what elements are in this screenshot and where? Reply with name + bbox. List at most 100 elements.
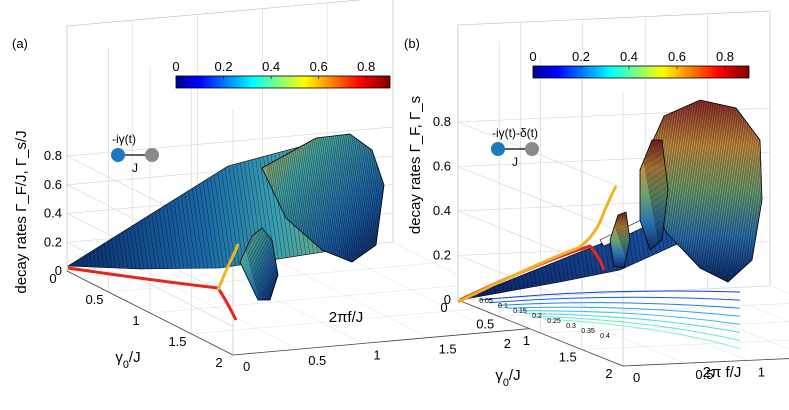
floor-grid-y: [262, 253, 429, 338]
mesh-line: [318, 134, 340, 262]
grid-line-z: [457, 107, 771, 189]
mesh-line: [718, 100, 739, 282]
z-tick-label: 0.8: [44, 148, 62, 163]
mesh-line: [614, 212, 630, 268]
z-tick-label: 0.2: [44, 234, 62, 249]
y-tick-label: 0.5: [308, 353, 326, 368]
mesh-line: [349, 134, 370, 262]
mesh-line: [263, 134, 285, 269]
inset-coupling-label: J: [132, 161, 138, 175]
yellow-curve: [457, 185, 618, 304]
floor-grid-x: [191, 304, 518, 335]
mesh-line: [704, 100, 725, 282]
mesh-line: [304, 134, 325, 262]
mesh-line: [643, 140, 664, 250]
mesh-line: [359, 134, 380, 262]
mesh-line: [671, 100, 692, 282]
z-axis-label: decay rates Γ_F/J, Γ_s/J: [13, 130, 30, 293]
z-tick-label: 0.4: [44, 206, 62, 221]
mesh-line: [367, 134, 384, 262]
x-tick-label: 1: [132, 313, 139, 328]
mesh-line: [716, 100, 737, 282]
floor-contour: [506, 306, 741, 317]
z-tick-label: 0: [55, 263, 62, 278]
inset-drive-label: -iγ(t)-δ(t): [492, 126, 538, 140]
mesh-line: [334, 134, 356, 262]
floor-contour: [533, 315, 741, 342]
mesh-line: [676, 100, 697, 282]
mesh-line: [707, 100, 729, 282]
mesh-line: [298, 134, 319, 262]
mesh-line: [341, 134, 362, 262]
colorbar-tick-label: 0.8: [357, 59, 375, 74]
mesh-line: [641, 140, 663, 250]
mesh-line: [320, 134, 342, 262]
mesh-line: [616, 212, 630, 268]
x-tick-label: 2: [215, 355, 222, 370]
floor-grid-y: [132, 264, 299, 350]
mesh-line: [709, 100, 730, 282]
mesh-line: [264, 228, 278, 300]
z-tick-label: 0.6: [433, 159, 451, 174]
inset-drive-label: -iγ(t): [112, 132, 136, 146]
mesh-line: [721, 100, 743, 282]
mesh-line: [355, 134, 376, 262]
mesh-line: [324, 134, 346, 262]
mesh-line: [723, 100, 744, 282]
contour-label: 0.25: [547, 318, 561, 325]
mesh-line: [690, 100, 711, 282]
floor-grid-x: [149, 283, 477, 314]
mesh-line: [330, 134, 352, 262]
mesh-line: [619, 212, 630, 268]
mesh-line: [253, 228, 274, 300]
mesh-line: [343, 134, 364, 262]
mesh-line: [353, 134, 374, 262]
mesh-line: [347, 134, 368, 262]
mesh-line: [652, 140, 668, 250]
mesh-line: [699, 100, 720, 282]
mesh-line: [251, 228, 273, 300]
mesh-line: [654, 140, 668, 250]
y-tick-label: 1: [758, 364, 765, 379]
y-tick-label: 2: [504, 336, 511, 351]
floor-contour: [497, 302, 741, 309]
mesh-line: [693, 100, 715, 282]
red-curve: [67, 266, 238, 321]
floor-grid-y: [520, 296, 686, 364]
mesh-line: [615, 212, 630, 268]
colorbar: [532, 65, 750, 79]
mesh-line: [674, 100, 696, 282]
mesh-line: [306, 134, 327, 262]
mesh-line: [369, 134, 384, 262]
z-tick-label: 0.4: [433, 203, 451, 218]
x-axis-label: γ0/J: [495, 367, 520, 389]
floor-grid-x: [581, 339, 789, 350]
contour-label: 0.2: [532, 313, 542, 320]
mesh-line: [328, 134, 350, 262]
mesh-line: [669, 100, 690, 282]
mesh-line: [314, 134, 336, 262]
colorbar-tick-label: 0.4: [262, 59, 280, 74]
mesh-line: [644, 140, 665, 250]
floor-contour: [488, 296, 741, 304]
mesh-line: [726, 100, 748, 282]
mesh-line: [250, 228, 271, 300]
mesh-line: [300, 134, 321, 262]
x-tick-label: 1.5: [559, 350, 577, 365]
y-tick-label: 0: [633, 370, 640, 385]
inset-coupling-label: J: [512, 155, 518, 169]
mesh-line: [645, 140, 666, 250]
mesh-line: [617, 212, 630, 268]
y-axis-label: 2πf/J: [329, 309, 364, 326]
colorbar-tick-label: 0.2: [572, 49, 590, 64]
colorbar-tick-label: 0.6: [668, 49, 686, 64]
z-tick-label: 0.6: [44, 177, 62, 192]
mesh-line: [711, 100, 732, 282]
mesh-line: [695, 100, 717, 282]
mesh-line: [345, 134, 366, 262]
y-tick-label: 0: [243, 359, 250, 374]
floor-grid-y: [769, 285, 789, 294]
mesh-line: [339, 134, 360, 262]
floor-grid-y: [645, 291, 789, 350]
mesh-line: [248, 228, 270, 300]
